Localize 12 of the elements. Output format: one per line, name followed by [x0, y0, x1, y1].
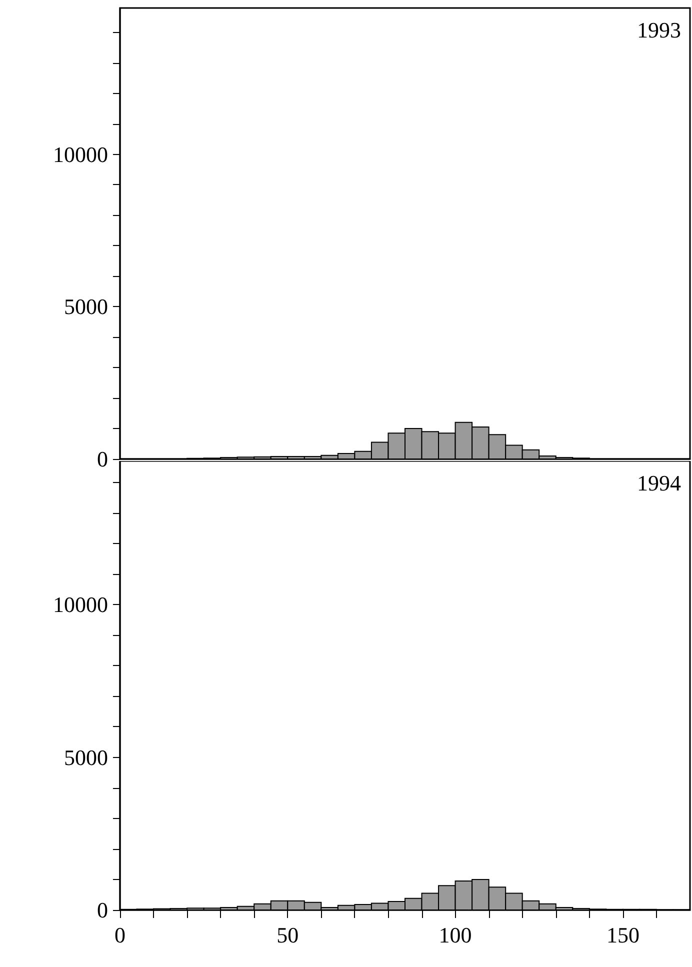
y-tick-label: 10000 [53, 142, 108, 167]
y-tick-label: 0 [97, 446, 108, 472]
chart-title: 1993 [637, 18, 681, 42]
y-tick-label: 10000 [53, 592, 108, 618]
x-tick-label: 100 [438, 922, 472, 948]
x-tick-label: 0 [114, 922, 126, 948]
x-tick-label: 50 [276, 922, 299, 948]
x-tick-label: 150 [606, 922, 640, 948]
y-tick-label: 5000 [64, 294, 108, 320]
text: 1994 [637, 470, 681, 496]
y-tick-label: 5000 [64, 744, 108, 770]
y-tick-label: 0 [97, 898, 108, 922]
